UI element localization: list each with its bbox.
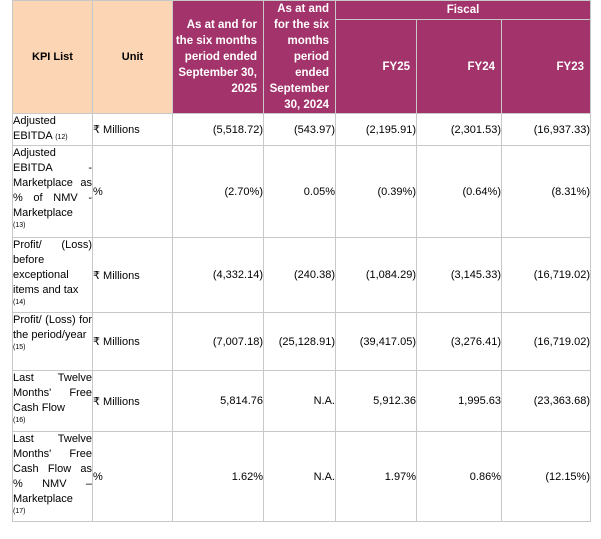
value-cell: N.A. [263, 431, 336, 522]
footnote-ref: (16) [13, 417, 26, 424]
value-cell: 1.97% [335, 431, 417, 522]
unit-cell: ₹ Millions [92, 237, 173, 313]
value-cell: (2.70%) [172, 145, 264, 238]
value-cell: 0.86% [416, 431, 502, 522]
header-period-2024: As at and for the six months period ende… [263, 0, 336, 114]
value-cell: (16,937.33) [501, 113, 591, 146]
table-row: Profit/ (Loss) for the period/year (15) ₹… [12, 312, 591, 371]
value-cell: (8.31%) [501, 145, 591, 238]
table-row: Adjusted EBITDA (12) ₹ Millions (5,518.7… [12, 113, 591, 146]
header-period-2025: As at and for the six months period ende… [172, 0, 264, 114]
value-cell: (240.38) [263, 237, 336, 313]
unit-cell: % [92, 431, 173, 522]
value-cell: (2,195.91) [335, 113, 417, 146]
value-cell: (3,276.41) [416, 312, 502, 371]
footnote-ref: (12) [55, 134, 68, 141]
value-cell: (2,301.53) [416, 113, 502, 146]
footnote-ref: (15) [13, 344, 26, 351]
value-cell: 5,912.36 [335, 370, 417, 432]
unit-cell: ₹ Millions [92, 312, 173, 371]
table-row: Last Twelve Months' Free Cash Flow as % … [12, 431, 591, 522]
header-fy25: FY25 [335, 19, 417, 114]
footnote-ref: (13) [13, 222, 26, 229]
table-row: Adjusted EBITDA - Marketplace as % of NM… [12, 145, 591, 238]
kpi-table: KPI List Unit As at and for the six mont… [12, 0, 591, 522]
footnote-ref: (14) [13, 299, 26, 306]
kpi-name: Profit/ (Loss) before exceptional items … [12, 237, 93, 313]
value-cell: (543.97) [263, 113, 336, 146]
kpi-name: Last Twelve Months' Free Cash Flow as % … [12, 431, 93, 522]
footnote-ref: (17) [13, 508, 26, 515]
value-cell: (0.39%) [335, 145, 417, 238]
value-cell: (5,518.72) [172, 113, 264, 146]
value-cell: (4,332.14) [172, 237, 264, 313]
value-cell: (16,719.02) [501, 237, 591, 313]
header-unit: Unit [92, 0, 173, 114]
value-cell: 0.05% [263, 145, 336, 238]
value-cell: N.A. [263, 370, 336, 432]
value-cell: 5,814.76 [172, 370, 264, 432]
value-cell: (23,363.68) [501, 370, 591, 432]
value-cell: (3,145.33) [416, 237, 502, 313]
value-cell: (39,417.05) [335, 312, 417, 371]
kpi-name: Adjusted EBITDA - Marketplace as % of NM… [12, 145, 93, 238]
value-cell: (25,128.91) [263, 312, 336, 371]
unit-cell: ₹ Millions [92, 113, 173, 146]
kpi-name: Adjusted EBITDA (12) [12, 113, 93, 146]
value-cell: (16,719.02) [501, 312, 591, 371]
kpi-name: Profit/ (Loss) for the period/year (15) [12, 312, 93, 371]
unit-cell: ₹ Millions [92, 370, 173, 432]
value-cell: (12.15%) [501, 431, 591, 522]
table-row: Last Twelve Months' Free Cash Flow (16) ₹… [12, 370, 591, 432]
table-row: Profit/ (Loss) before exceptional items … [12, 237, 591, 313]
header-fiscal: Fiscal [335, 0, 591, 21]
kpi-name: Last Twelve Months' Free Cash Flow (16) [12, 370, 93, 432]
header-fy24: FY24 [416, 19, 502, 114]
value-cell: (7,007.18) [172, 312, 264, 371]
header-kpi-list: KPI List [12, 0, 93, 114]
value-cell: (0.64%) [416, 145, 502, 238]
value-cell: (1,084.29) [335, 237, 417, 313]
header-fy23: FY23 [501, 19, 591, 114]
value-cell: 1,995.63 [416, 370, 502, 432]
value-cell: 1.62% [172, 431, 264, 522]
unit-cell: % [92, 145, 173, 238]
